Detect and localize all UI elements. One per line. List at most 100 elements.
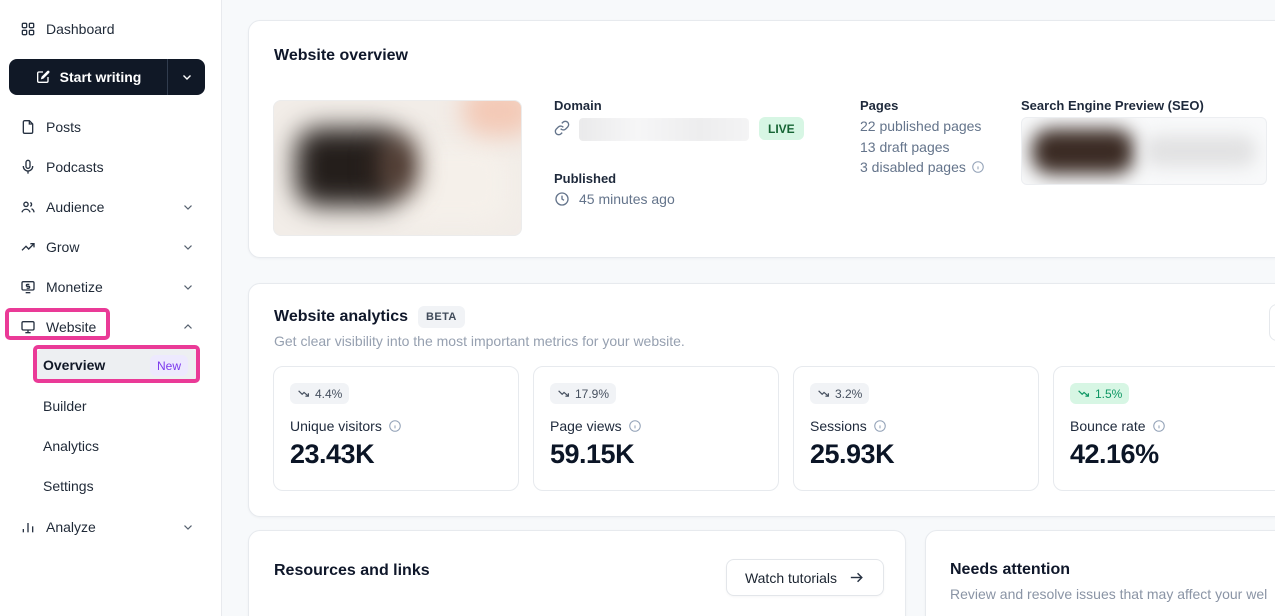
metric-value: 23.43K <box>290 439 375 469</box>
pages-published-count: 22 published pages <box>860 118 982 134</box>
attention-card-title: Needs attention <box>950 561 1071 578</box>
monitor-icon <box>21 321 35 334</box>
sidebar-item-podcasts[interactable]: Podcasts <box>0 155 221 179</box>
live-status-badge: LIVE <box>759 117 804 140</box>
edit-icon <box>36 70 50 83</box>
trend-down-icon <box>558 390 569 397</box>
domain-label: Domain <box>554 98 602 113</box>
sidebar-subitem-settings[interactable]: Settings <box>43 478 94 494</box>
sidebar-item-label: Analyze <box>46 519 96 535</box>
sidebar-item-analyze[interactable]: Analyze <box>0 515 221 539</box>
trend-badge: 17.9% <box>550 383 617 404</box>
seo-preview-thumbnail[interactable] <box>1021 117 1267 185</box>
start-writing-button[interactable]: Start writing <box>9 59 205 95</box>
resources-card-title: Resources and links <box>274 562 430 579</box>
sidebar-item-website[interactable]: Website <box>0 315 221 339</box>
published-time: 45 minutes ago <box>579 191 675 207</box>
file-icon <box>22 120 34 134</box>
analytics-card-title: Website analytics <box>274 308 408 325</box>
metric-card-bounce-rate: 1.5% Bounce rate 42.16% <box>1053 366 1275 491</box>
sidebar-item-label: Monetize <box>46 279 103 295</box>
info-icon[interactable] <box>628 419 642 433</box>
info-icon[interactable] <box>388 419 402 433</box>
trend-down-icon <box>818 390 829 397</box>
info-icon[interactable] <box>873 419 887 433</box>
metric-label: Sessions <box>810 418 867 434</box>
link-icon <box>554 120 570 136</box>
grid-icon <box>21 22 35 36</box>
watch-tutorials-label: Watch tutorials <box>744 569 838 586</box>
chevron-up-icon <box>184 324 192 329</box>
trend-badge: 3.2% <box>810 383 870 404</box>
sidebar-subitem-analytics[interactable]: Analytics <box>43 438 100 454</box>
watch-tutorials-button[interactable]: Watch tutorials <box>726 559 884 596</box>
attention-card-subtitle: Review and resolve issues that may affec… <box>950 586 1268 602</box>
monitor-dollar-icon <box>21 281 35 294</box>
sidebar-item-dashboard[interactable]: Dashboard <box>0 17 221 41</box>
chevron-down-icon <box>184 205 192 210</box>
trend-up-icon <box>21 243 35 251</box>
analytics-subtitle: Get clear visibility into the most impor… <box>274 333 685 349</box>
sidebar-subitem-overview[interactable]: Overview <box>43 357 106 373</box>
seo-preview-label: Search Engine Preview (SEO) <box>1021 98 1204 113</box>
bar-chart-icon <box>22 523 34 533</box>
beta-badge: BETA <box>417 306 465 328</box>
trend-badge: 1.5% <box>1070 383 1130 404</box>
chevron-down-icon <box>184 285 192 290</box>
trend-down-icon <box>1078 390 1089 397</box>
metric-value: 59.15K <box>550 439 635 469</box>
overview-card-title: Website overview <box>274 47 408 64</box>
sidebar-item-monetize[interactable]: Monetize <box>0 275 221 299</box>
pages-label: Pages <box>860 98 899 113</box>
button-divider <box>167 59 168 95</box>
trend-down-icon <box>298 390 309 397</box>
pages-summary: 22 published pages 13 draft pages 3 disa… <box>860 116 985 178</box>
website-analytics-card: Website analytics BETA Get clear visibil… <box>248 283 1275 517</box>
metric-card-page-views: 17.9% Page views 59.15K <box>533 366 779 491</box>
metric-card-unique-visitors: 4.4% Unique visitors 23.43K <box>273 366 519 491</box>
new-badge: New <box>150 355 188 376</box>
resources-card: Resources and links Watch tutorials <box>248 530 906 616</box>
main-content: Website overview Domain LIVE Published 4… <box>222 0 1275 616</box>
metric-value: 25.93K <box>810 439 895 469</box>
metric-label: Page views <box>550 418 622 434</box>
arrow-right-icon <box>850 572 863 583</box>
sidebar-item-audience[interactable]: Audience <box>0 195 221 219</box>
analytics-action-button-partial[interactable] <box>1269 304 1275 341</box>
sidebar-item-label: Podcasts <box>46 159 104 175</box>
clock-icon <box>555 192 569 206</box>
metrics-row: 4.4% Unique visitors 23.43K 17.9% Page v… <box>273 366 1275 491</box>
info-icon[interactable] <box>971 160 985 174</box>
sidebar: Dashboard Start writing Posts Podcasts A… <box>0 0 222 616</box>
start-writing-label: Start writing <box>59 69 142 85</box>
website-thumbnail[interactable] <box>273 100 522 236</box>
metric-label: Bounce rate <box>1070 418 1146 434</box>
sidebar-item-posts[interactable]: Posts <box>0 115 221 139</box>
sidebar-item-label: Website <box>46 319 97 335</box>
sidebar-item-label: Grow <box>46 239 80 255</box>
metric-value: 42.16% <box>1070 439 1159 469</box>
metric-card-sessions: 3.2% Sessions 25.93K <box>793 366 1039 491</box>
sidebar-subitem-builder[interactable]: Builder <box>43 398 87 414</box>
chevron-down-icon <box>182 75 191 81</box>
published-time-row: 45 minutes ago <box>554 191 675 207</box>
pages-draft-count: 13 draft pages <box>860 138 950 155</box>
website-overview-card: Website overview Domain LIVE Published 4… <box>248 20 1275 258</box>
chevron-down-icon <box>184 525 192 530</box>
metric-label: Unique visitors <box>290 418 382 434</box>
domain-url-redacted[interactable] <box>579 118 749 141</box>
start-writing-dropdown[interactable] <box>168 70 205 84</box>
sidebar-item-label: Audience <box>46 199 105 215</box>
pages-disabled-count: 3 disabled pages <box>860 157 985 178</box>
sidebar-item-label: Posts <box>46 119 82 135</box>
users-icon <box>21 201 35 213</box>
sidebar-item-label: Dashboard <box>46 21 115 37</box>
published-label: Published <box>554 171 617 186</box>
info-icon[interactable] <box>1152 419 1166 433</box>
needs-attention-card: Needs attention Review and resolve issue… <box>925 530 1275 616</box>
microphone-icon <box>22 159 34 174</box>
chevron-down-icon <box>184 245 192 250</box>
trend-badge: 4.4% <box>290 383 350 404</box>
sidebar-item-grow[interactable]: Grow <box>0 235 221 259</box>
